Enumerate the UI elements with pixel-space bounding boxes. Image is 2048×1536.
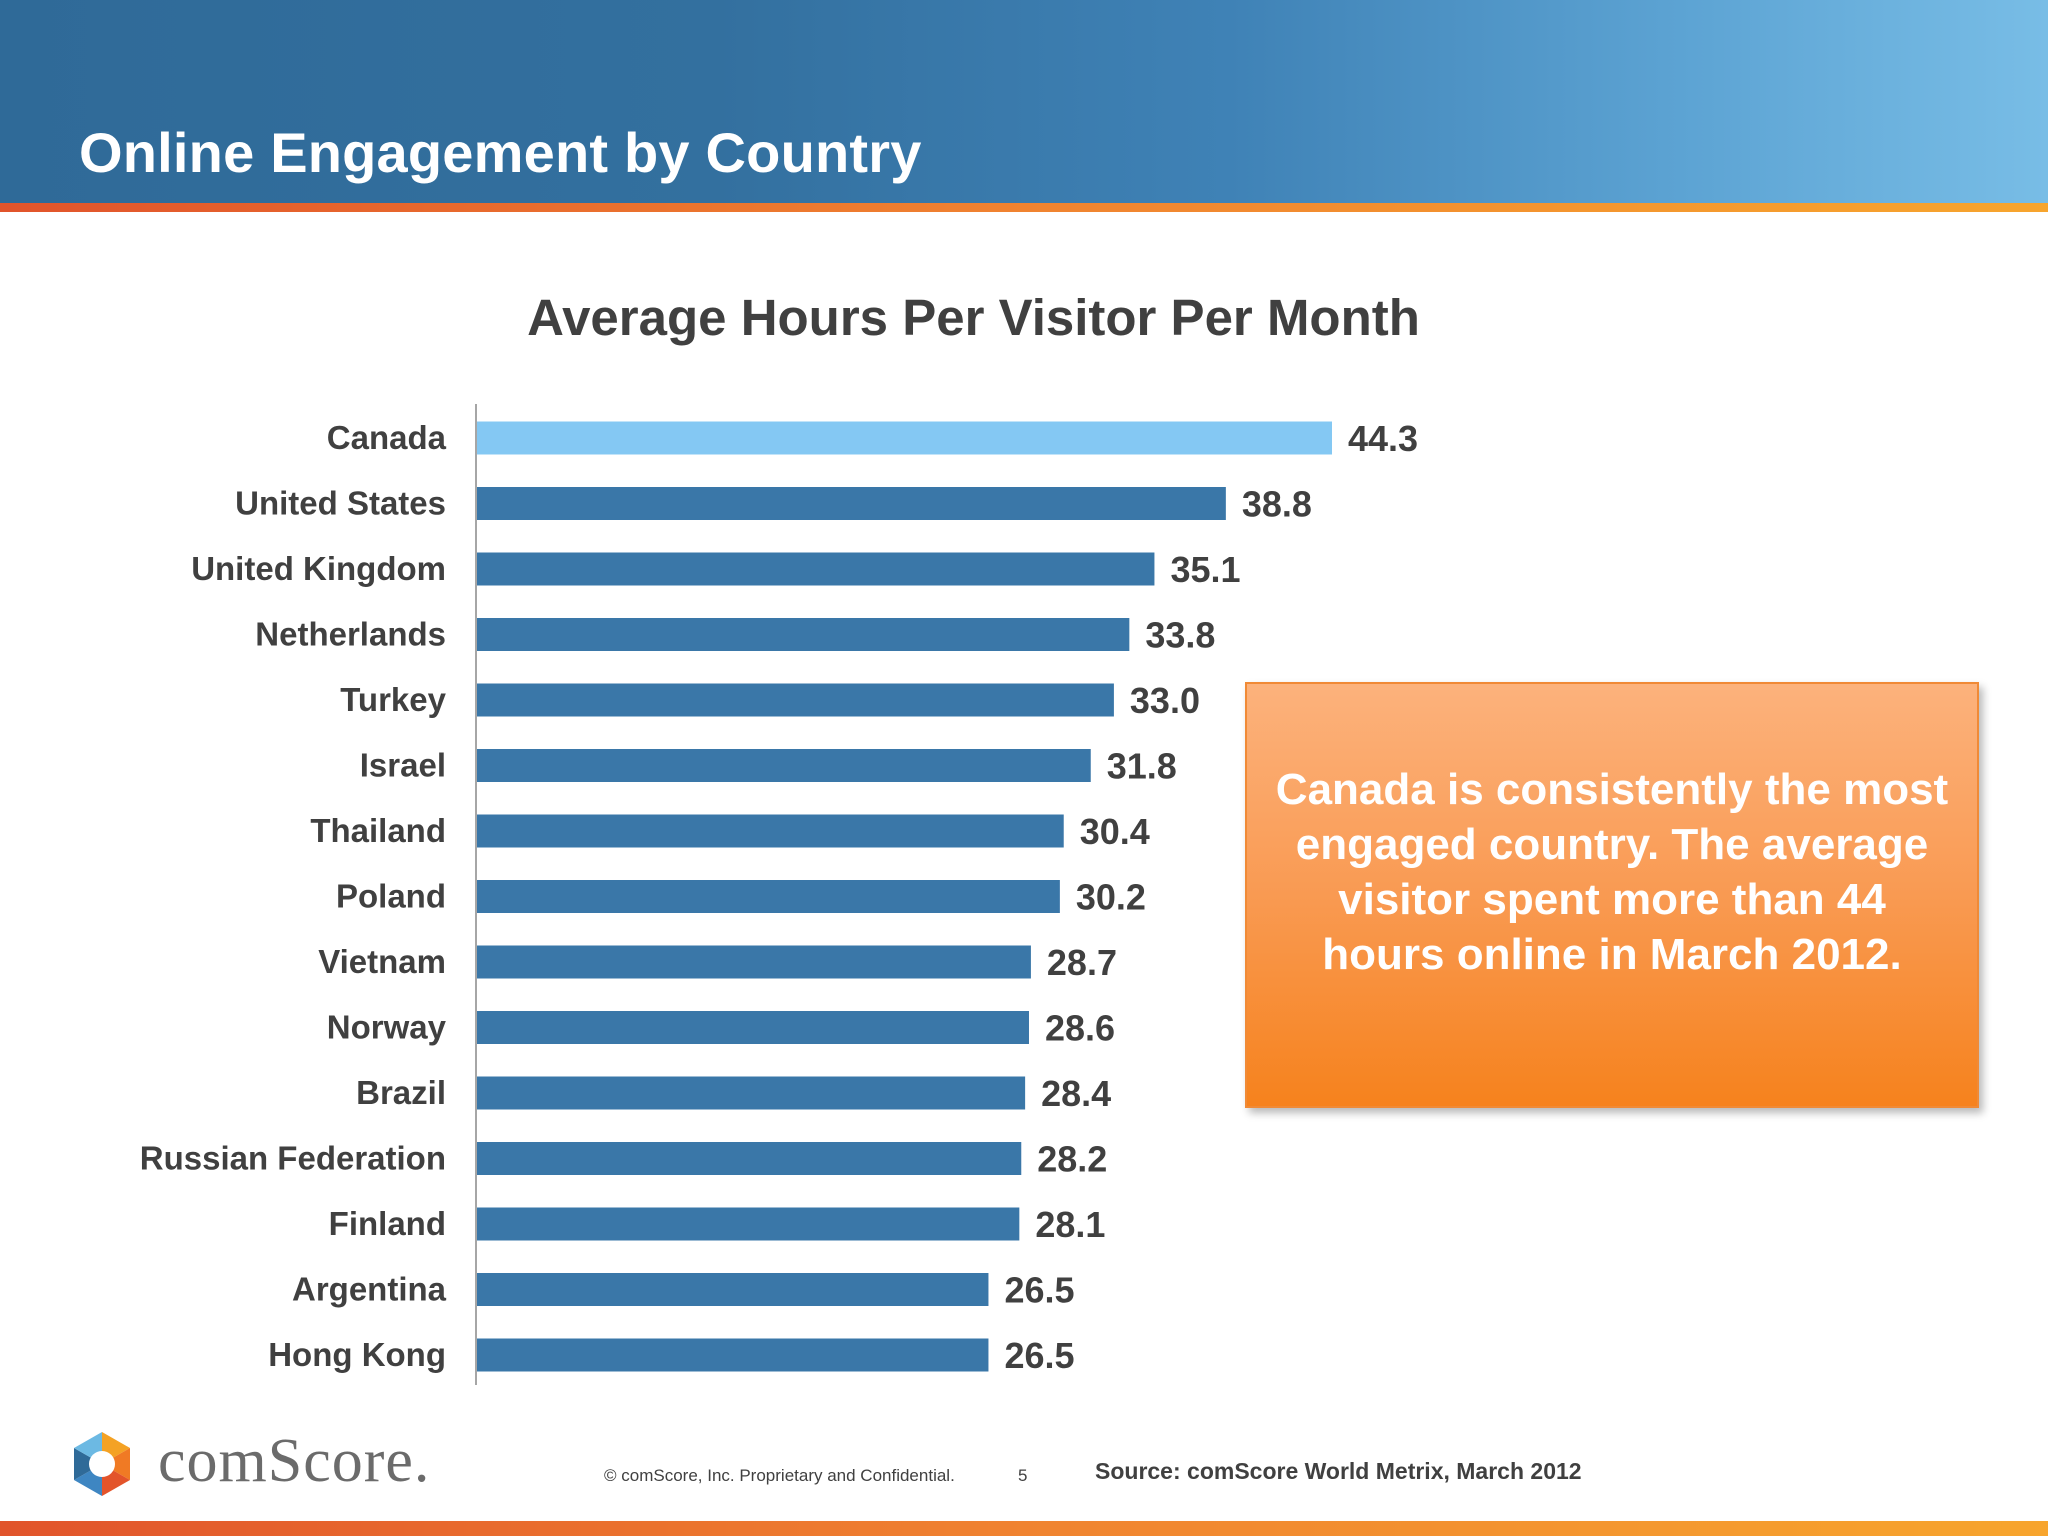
value-label: 28.7: [1047, 942, 1117, 983]
bar-turkey: [477, 683, 1114, 717]
header-banner: [0, 0, 2048, 203]
category-label: Canada: [327, 419, 447, 456]
bar-chart: Canada 44.3 United States 38.8 United Kingdo…: [140, 404, 1418, 1385]
category-label: Norway: [327, 1009, 447, 1046]
value-label: 33.0: [1130, 680, 1200, 721]
category-label: Netherlands: [255, 616, 446, 653]
category-label: Poland: [336, 878, 446, 915]
page-number: 5: [1018, 1466, 1028, 1485]
category-label: Israel: [360, 747, 446, 784]
value-label: 30.2: [1076, 877, 1146, 918]
value-label: 44.3: [1348, 418, 1418, 459]
bar-israel: [477, 749, 1091, 782]
category-label: Argentina: [292, 1271, 447, 1308]
value-label: 33.8: [1145, 615, 1215, 656]
bar-netherlands: [477, 618, 1130, 651]
bar-thailand: [477, 814, 1064, 848]
bar-vietnam: [477, 945, 1031, 979]
category-label: Hong Kong: [268, 1336, 446, 1373]
bar-poland: [477, 880, 1060, 913]
bar-finland: [477, 1207, 1020, 1241]
value-label: 26.5: [1004, 1270, 1074, 1311]
value-label: 28.1: [1035, 1204, 1105, 1245]
bar-norway: [477, 1011, 1029, 1044]
comscore-logo-text: comScore.: [158, 1427, 431, 1495]
bar-united-kingdom: [477, 552, 1155, 586]
bar-brazil: [477, 1076, 1026, 1110]
chart-title: Average Hours Per Visitor Per Month: [527, 289, 1420, 346]
bar-russian-federation: [477, 1142, 1022, 1175]
value-label: 28.6: [1045, 1008, 1115, 1049]
category-label: Turkey: [340, 681, 446, 718]
slide-title: Online Engagement by Country: [79, 121, 922, 184]
value-label: 26.5: [1004, 1335, 1074, 1376]
bar-united-states: [477, 487, 1226, 520]
bar-canada: [477, 421, 1332, 455]
category-label: Thailand: [310, 812, 446, 849]
comscore-logo-icon: [74, 1432, 130, 1496]
header-accent-stripe: [0, 203, 2048, 212]
category-label: Brazil: [356, 1074, 446, 1111]
footer-source: Source: comScore World Metrix, March 201…: [1095, 1458, 1582, 1484]
footer-accent-stripe: [0, 1521, 2048, 1536]
value-label: 38.8: [1242, 484, 1312, 525]
category-label: United States: [235, 485, 446, 522]
category-label: Finland: [329, 1205, 446, 1242]
value-label: 30.4: [1080, 811, 1150, 852]
value-label: 28.2: [1037, 1139, 1107, 1180]
value-label: 35.1: [1170, 549, 1240, 590]
bar-hong-kong: [477, 1338, 989, 1372]
callout-box: Canada is consistently the most engaged …: [1245, 682, 1979, 1108]
value-label: 31.8: [1107, 746, 1177, 787]
category-label: Russian Federation: [140, 1140, 446, 1177]
value-label: 28.4: [1041, 1073, 1111, 1114]
bar-argentina: [477, 1273, 989, 1306]
category-label: United Kingdom: [191, 550, 446, 587]
footer-copyright: © comScore, Inc. Proprietary and Confide…: [604, 1466, 955, 1485]
category-label: Vietnam: [318, 943, 446, 980]
